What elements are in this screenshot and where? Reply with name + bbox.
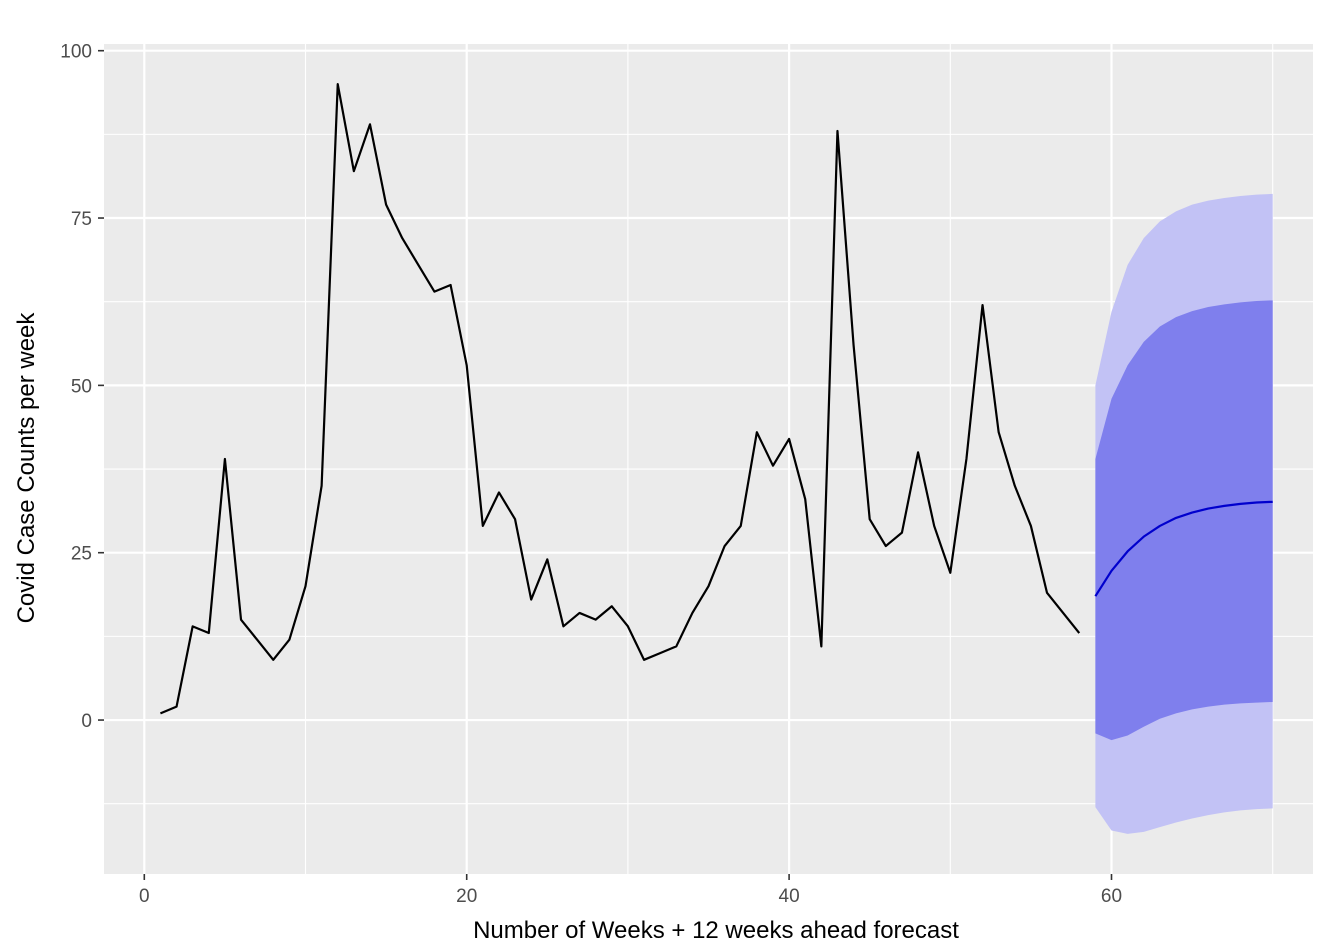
- x-tick-label: 40: [779, 886, 800, 907]
- axis-ticks: 0 20 40 60 0 25 50 75 100: [60, 42, 1122, 907]
- y-axis-title: Covid Case Counts per week: [13, 312, 40, 624]
- y-tick-label: 75: [71, 209, 92, 230]
- x-axis-title: Number of Weeks + 12 weeks ahead forecas…: [473, 917, 959, 944]
- y-tick-label: 0: [81, 711, 92, 732]
- data-lines: [159, 83, 1273, 715]
- observed-line: [159, 83, 1081, 715]
- x-tick-label: 60: [1101, 886, 1122, 907]
- grid-lines: [104, 44, 1313, 874]
- forecast-bands: [1095, 193, 1273, 834]
- y-tick-label: 25: [71, 544, 92, 565]
- y-tick-label: 50: [71, 376, 92, 397]
- x-tick-label: 0: [139, 886, 150, 907]
- x-tick-label: 20: [456, 886, 477, 907]
- forecast-line: [1094, 500, 1273, 597]
- forecast-band-80: [1095, 300, 1273, 741]
- y-tick-label: 100: [60, 42, 92, 63]
